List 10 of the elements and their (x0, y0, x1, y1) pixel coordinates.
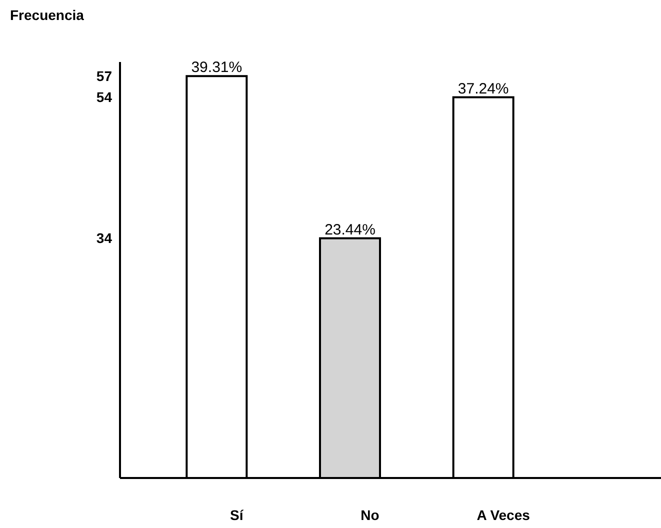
annotation: 37.24% (458, 80, 509, 98)
x-tick-label: No (360, 507, 380, 523)
annotation: 23.44% (324, 221, 376, 238)
y-tick-label: 34 (96, 230, 112, 246)
x-tick-label: Sí (230, 507, 244, 523)
y-tick-label: 54 (96, 89, 112, 106)
annotation: 39.31% (191, 59, 242, 76)
y-tick-label: 57 (96, 68, 112, 84)
y-axis-title: Frecuencia (10, 7, 84, 23)
x-tick-label: A Veces (476, 507, 530, 523)
